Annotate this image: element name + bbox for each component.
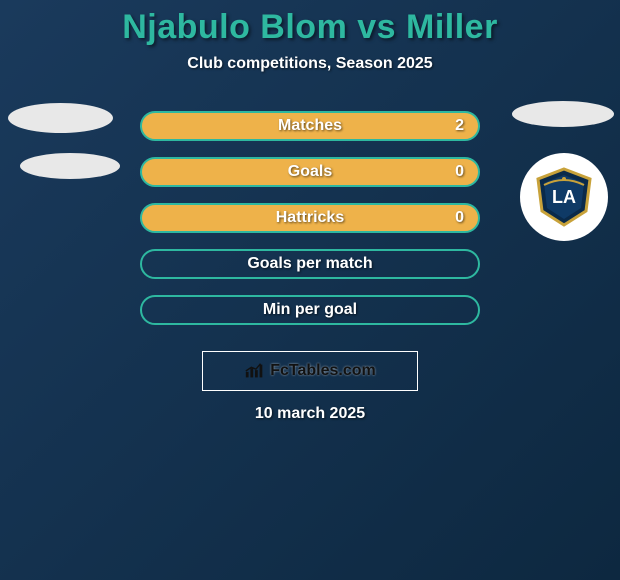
branding-text: FcTables.com: [270, 362, 376, 380]
stat-label: Goals: [288, 163, 332, 181]
stat-row: Min per goal: [0, 287, 620, 333]
stats-rows: LA Matches 2 Goals 0 Hattricks 0 Goals p…: [0, 103, 620, 333]
branding-box: FcTables.com: [202, 351, 418, 391]
stat-label: Hattricks: [276, 209, 344, 227]
stat-bar-min-per-goal: Min per goal: [140, 295, 480, 325]
page-title: Njabulo Blom vs Miller: [0, 0, 620, 47]
stat-bar-hattricks: Hattricks 0: [140, 203, 480, 233]
stat-row: Goals per match: [0, 241, 620, 287]
stat-bar-goals: Goals 0: [140, 157, 480, 187]
date-text: 10 march 2025: [0, 405, 620, 423]
subtitle: Club competitions, Season 2025: [0, 55, 620, 73]
stat-row: Goals 0: [0, 149, 620, 195]
stat-label: Matches: [278, 117, 342, 135]
stat-label: Min per goal: [263, 301, 357, 319]
stat-value-right: 0: [455, 163, 464, 181]
stat-row: Hattricks 0: [0, 195, 620, 241]
stat-label: Goals per match: [247, 255, 372, 273]
stat-value-right: 0: [455, 209, 464, 227]
stat-bar-goals-per-match: Goals per match: [140, 249, 480, 279]
chart-bars-icon: [244, 362, 266, 380]
stat-value-right: 2: [455, 117, 464, 135]
stat-bar-matches: Matches 2: [140, 111, 480, 141]
stat-row: Matches 2: [0, 103, 620, 149]
